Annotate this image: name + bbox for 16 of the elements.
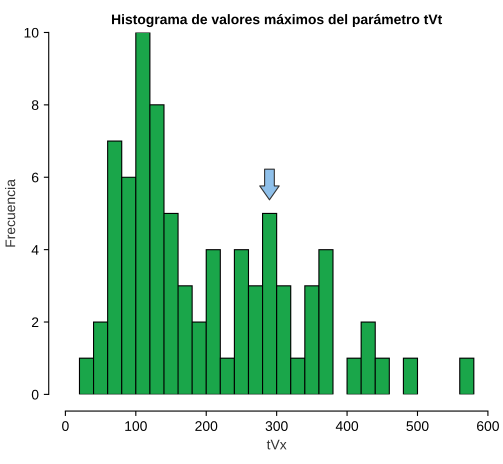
x-tick-label: 600 <box>477 421 499 431</box>
y-tick-label: 0 <box>32 390 38 400</box>
y-tick-label: 2 <box>32 317 38 328</box>
x-tick-label: 300 <box>266 421 288 431</box>
y-tick-label: 6 <box>32 172 38 182</box>
y-tick-label: 8 <box>32 100 38 110</box>
x-tick-label: 400 <box>336 421 358 431</box>
x-tick-label: 200 <box>195 421 218 431</box>
x-tick-label: 500 <box>406 421 429 431</box>
chart-title: Histograma de valores máximos del parámetro tVt <box>112 14 442 28</box>
x-tick-label: 0 <box>62 421 69 431</box>
y-axis-title: Frecuencia <box>5 179 16 247</box>
y-tick-label: 4 <box>32 245 39 255</box>
x-tick-label: 100 <box>125 421 147 431</box>
y-tick-label: 10 <box>24 28 38 38</box>
x-axis-title: tVx <box>266 440 287 450</box>
